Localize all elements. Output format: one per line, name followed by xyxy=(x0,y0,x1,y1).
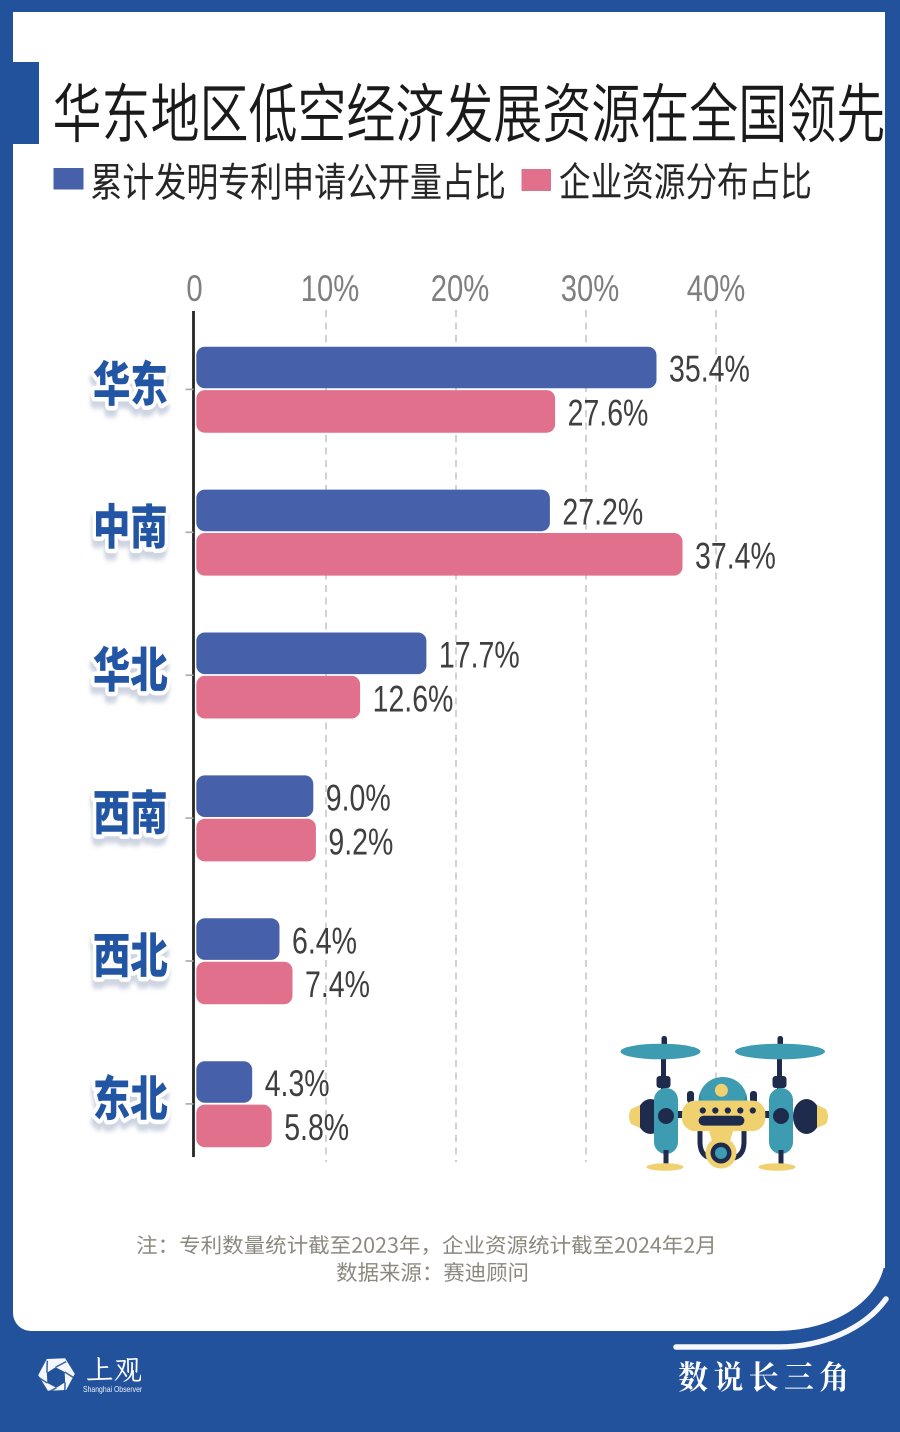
svg-text:6.4%: 6.4% xyxy=(292,921,357,963)
svg-text:35.4%: 35.4% xyxy=(669,349,750,391)
svg-text:4.3%: 4.3% xyxy=(265,1064,330,1106)
svg-text:37.4%: 37.4% xyxy=(695,536,776,578)
svg-text:10%: 10% xyxy=(301,269,360,310)
svg-text:0: 0 xyxy=(186,269,202,310)
svg-text:27.6%: 27.6% xyxy=(568,393,649,435)
svg-text:17.7%: 17.7% xyxy=(439,635,520,677)
svg-text:Shanghai Observer: Shanghai Observer xyxy=(83,1384,143,1394)
svg-text:40%: 40% xyxy=(687,269,746,310)
svg-text:7.4%: 7.4% xyxy=(305,965,370,1007)
svg-text:5.8%: 5.8% xyxy=(284,1107,349,1149)
svg-text:9.0%: 9.0% xyxy=(326,778,391,820)
svg-text:20%: 20% xyxy=(431,269,490,310)
svg-text:9.2%: 9.2% xyxy=(328,822,393,864)
svg-text:12.6%: 12.6% xyxy=(373,679,454,721)
svg-text:27.2%: 27.2% xyxy=(562,492,643,534)
svg-text:30%: 30% xyxy=(561,269,620,310)
